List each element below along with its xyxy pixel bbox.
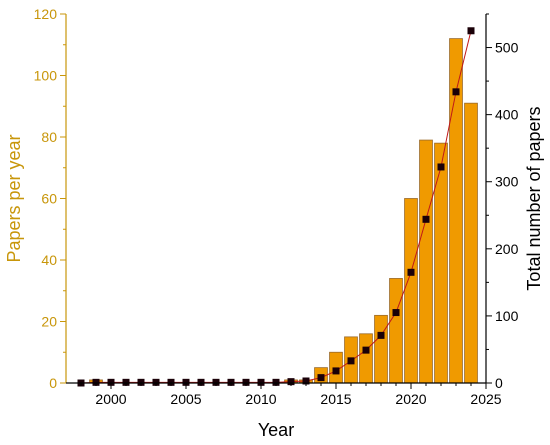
marker-2014 [317,374,325,382]
marker-2018 [377,331,385,339]
x-tick-label-2010: 2010 [245,391,276,407]
left-tick-label-20: 20 [41,314,57,330]
marker-2001 [122,378,130,386]
marker-2007 [212,378,220,386]
marker-2009 [242,378,250,386]
marker-2019 [392,309,400,317]
marker-2003 [152,378,160,386]
x-axis-title: Year [258,420,294,440]
bar-2019 [389,278,403,384]
right-tick-label-100: 100 [495,308,519,324]
bar-2021 [419,139,433,384]
x-tick-label-2005: 2005 [170,391,201,407]
marker-2016 [347,357,355,365]
marker-2024 [467,27,475,35]
marker-1999 [92,378,100,386]
marker-2015 [332,367,340,375]
left-tick-label-0: 0 [49,375,57,391]
bar-2024 [464,102,478,384]
marker-2002 [137,378,145,386]
marker-2006 [197,378,205,386]
marker-2011 [272,378,280,386]
left-tick-label-120: 120 [34,6,58,22]
marker-2017 [362,346,370,354]
left-tick-label-100: 100 [34,68,58,84]
left-tick-label-60: 60 [41,191,57,207]
axes-group: 2000 2005 2010 2015 2020 20250204060801001200… [34,6,519,407]
labels-group: Year Papers per year Total number of pap… [4,106,544,440]
x-tick-label-2025: 2025 [470,391,501,407]
marker-2022 [437,163,445,171]
bar-2020 [404,198,418,384]
marker-2004 [167,378,175,386]
marker-2020 [407,268,415,276]
bar-2017 [359,333,373,384]
bar-2018 [374,314,388,384]
right-tick-label-500: 500 [495,40,519,56]
marker-2010 [257,378,265,386]
right-y-axis-title: Total number of papers [524,106,544,290]
left-tick-label-80: 80 [41,129,57,145]
x-tick-label-2015: 2015 [320,391,351,407]
marker-2023 [452,88,460,96]
left-y-axis-title: Papers per year [4,134,24,262]
x-tick-label-2020: 2020 [395,391,426,407]
bars-group [89,38,478,384]
right-tick-label-0: 0 [495,375,503,391]
marker-2012 [287,378,295,386]
marker-2000 [107,378,115,386]
marker-2005 [182,378,190,386]
marker-2008 [227,378,235,386]
bar-2022 [434,142,448,384]
left-tick-label-40: 40 [41,252,57,268]
right-tick-label-400: 400 [495,107,519,123]
right-tick-label-200: 200 [495,241,519,257]
marker-2013 [302,377,310,385]
right-tick-label-300: 300 [495,174,519,190]
x-tick-label-2000: 2000 [95,391,126,407]
marker-2021 [422,215,430,223]
